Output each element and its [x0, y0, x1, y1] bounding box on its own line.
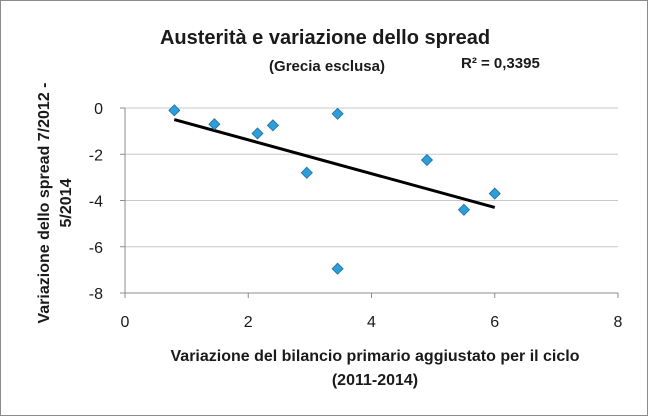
y-tick-label: -2: [89, 147, 103, 164]
x-axis-label-line1: Variazione del bilancio primario aggiust…: [171, 348, 580, 365]
data-point-6: [331, 262, 344, 275]
axes: [120, 107, 619, 298]
x-tick-label: 8: [614, 314, 623, 331]
data-point-1: [208, 118, 221, 131]
data-point-7: [420, 153, 434, 167]
data-point-0: [168, 104, 181, 117]
x-axis-label-line2: (2011-2014): [332, 372, 418, 389]
x-tick-labels: 0 2 4 6 8: [121, 314, 623, 331]
r-squared-label: R² = 0,3395: [461, 55, 540, 72]
data-points: [168, 104, 501, 275]
chart-subtitle: (Grecia esclusa): [269, 58, 385, 75]
x-tick-label: 4: [367, 314, 376, 331]
x-tick-label: 2: [244, 314, 253, 331]
data-point-9: [488, 187, 501, 200]
y-tick-label: 0: [94, 101, 103, 118]
y-axis-label-line2: 5/2014: [58, 178, 75, 227]
y-tick-label: -4: [89, 194, 103, 211]
data-point-8: [457, 203, 471, 216]
data-point-5: [331, 107, 344, 120]
chart-title: Austerità e variazione dello spread: [160, 27, 490, 49]
y-tick-labels: 0 -2 -4 -6 -8: [89, 101, 103, 303]
trendline-layer: [173, 118, 496, 209]
y-axis-label-line1: Variazione dello spread 7/2012 -: [36, 83, 53, 324]
y-tick-label: -8: [89, 286, 103, 303]
gridlines: [125, 107, 618, 248]
data-point-4: [300, 166, 313, 179]
x-tick-label: 6: [490, 314, 499, 331]
data-point-3: [266, 119, 279, 132]
x-tick-label: 0: [121, 314, 130, 331]
data-point-2: [251, 127, 264, 140]
y-tick-label: -6: [89, 240, 103, 257]
trendline: [173, 118, 496, 209]
